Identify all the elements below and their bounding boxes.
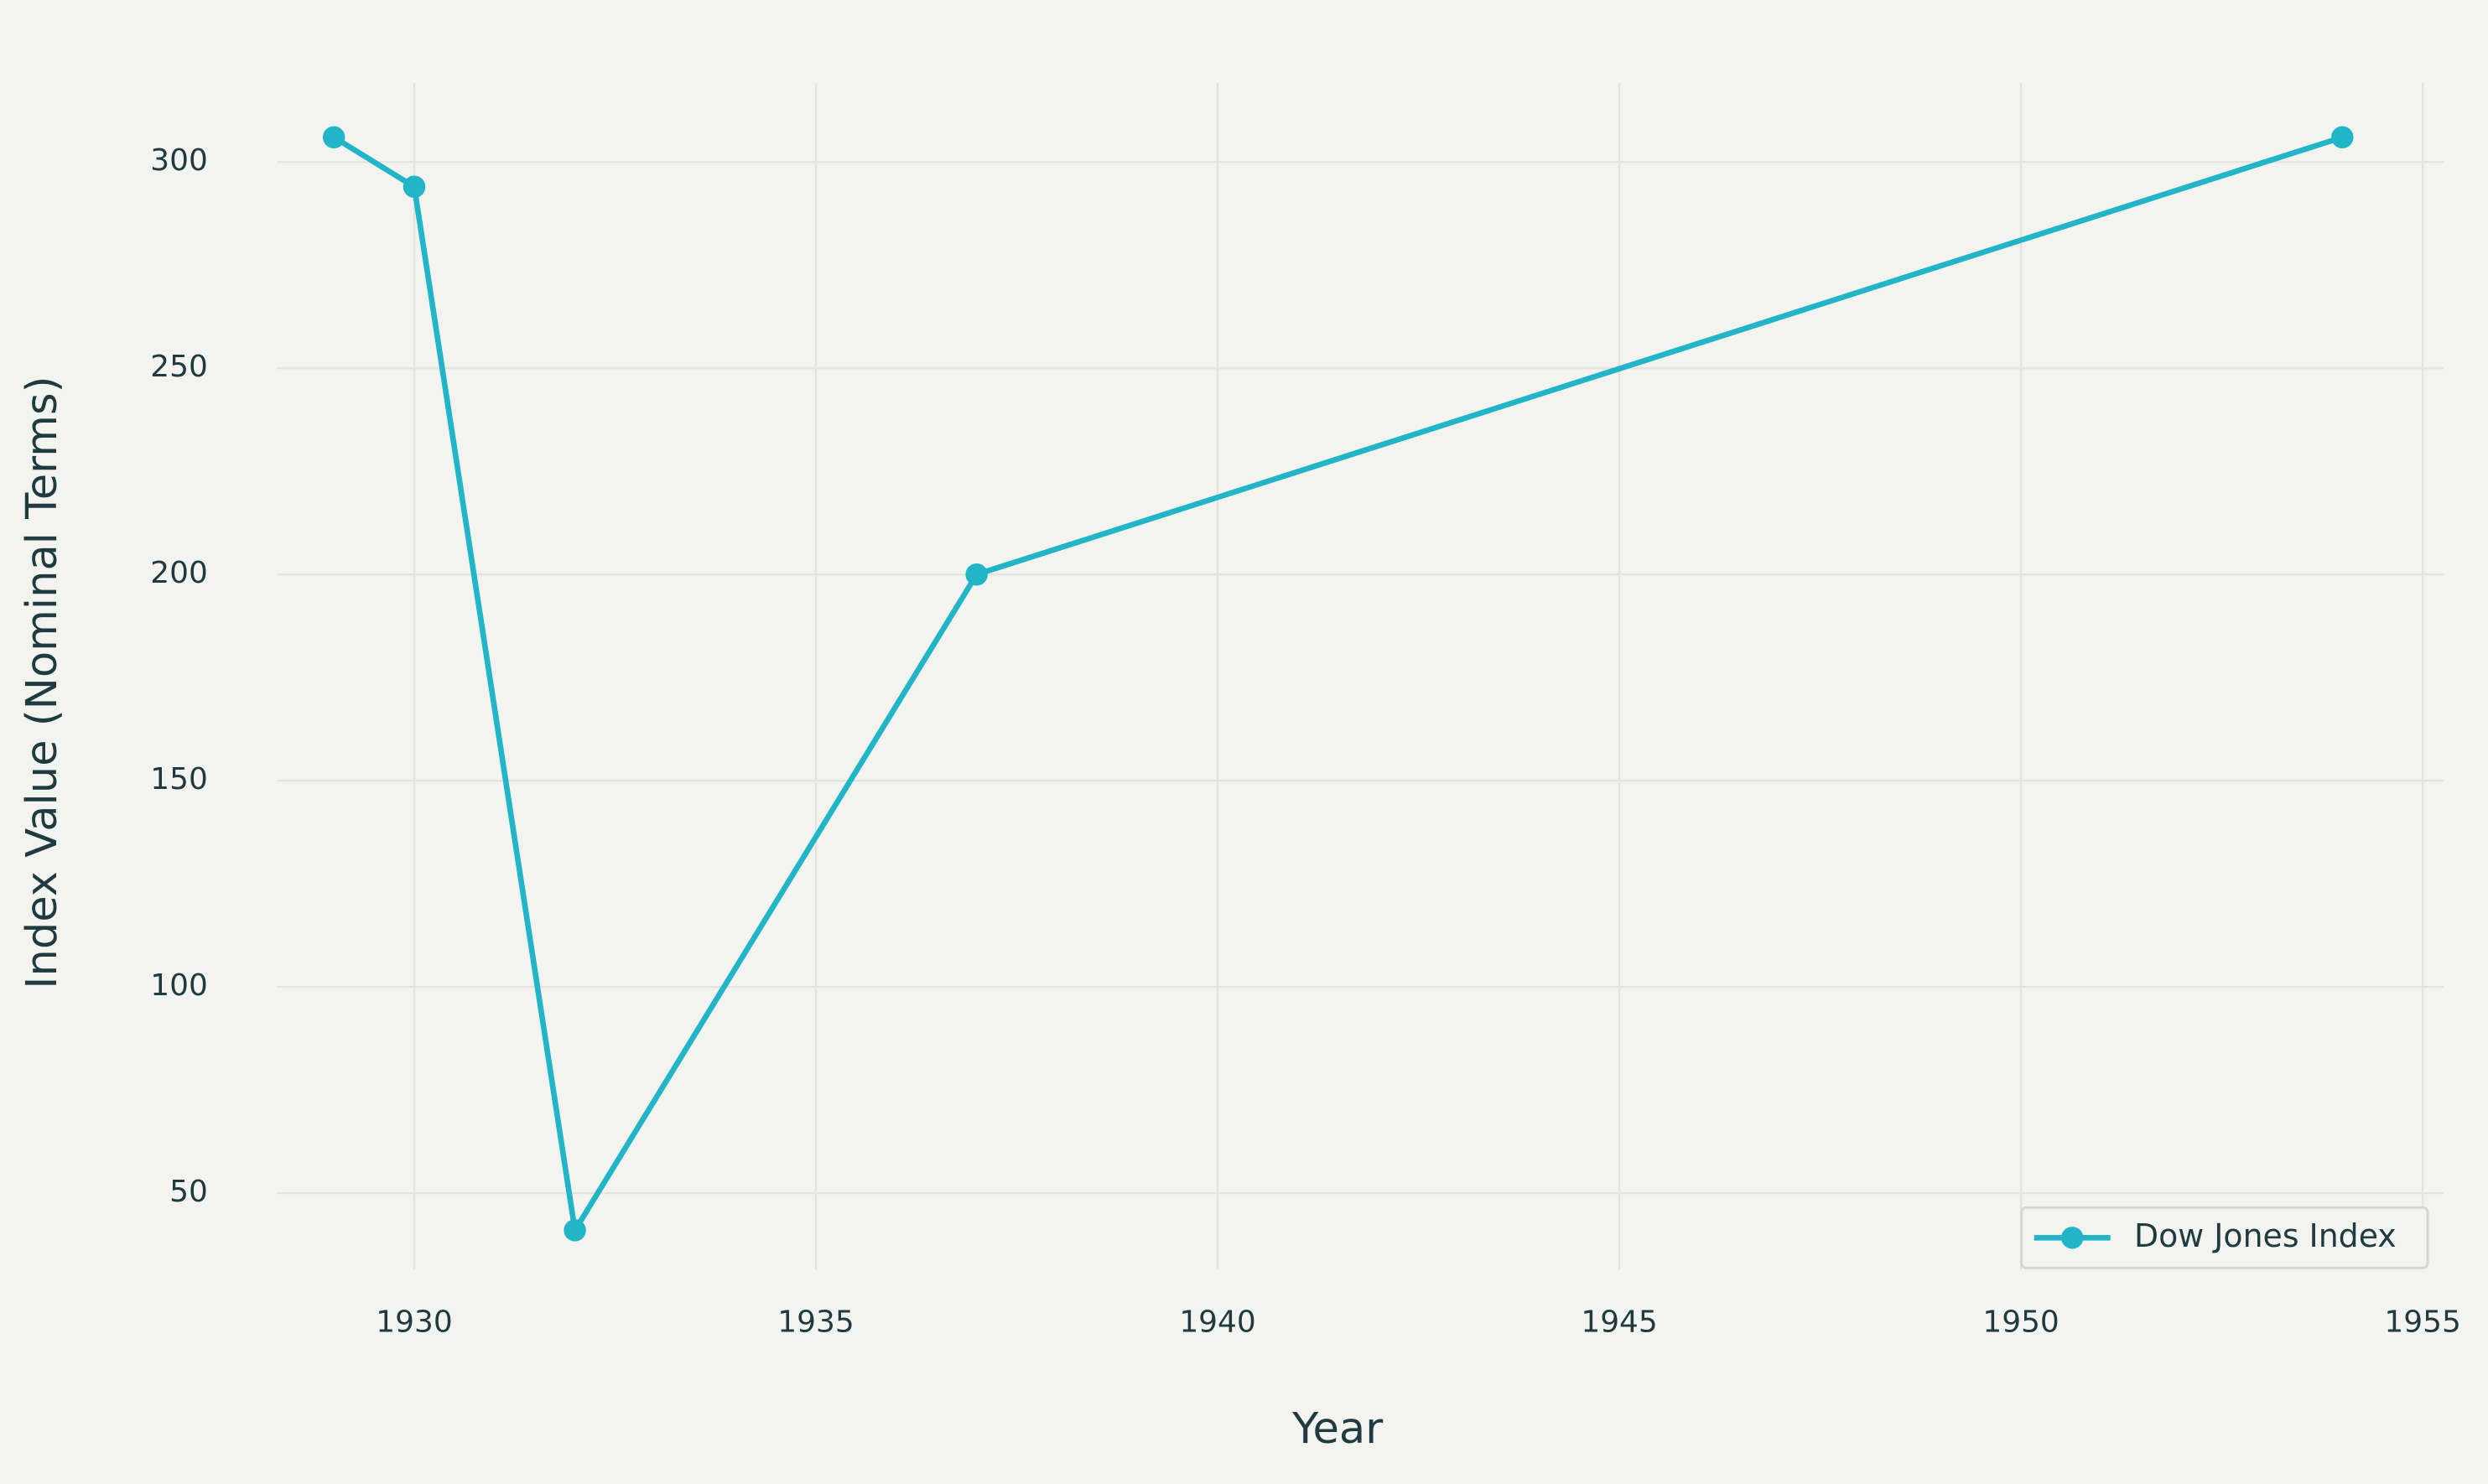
y-tick-label: 100 [150,968,208,1003]
x-tick-label: 1950 [1982,1305,2059,1339]
x-tick-label: 1955 [2384,1305,2460,1339]
y-axis-title: Index Value (Nominal Terms) [18,376,67,988]
data-point [322,126,345,148]
data-point [403,175,426,199]
data-point [965,563,988,586]
y-tick-label: 250 [150,350,208,384]
y-tick-label: 150 [150,762,208,796]
x-tick-label: 1940 [1179,1305,1255,1339]
legend-marker [2060,1227,2084,1249]
grid [278,82,2444,1270]
x-tick-label: 1935 [777,1305,854,1339]
y-tick-label: 300 [150,143,208,178]
legend-label: Dow Jones Index [2134,1217,2397,1254]
data-point [2331,126,2354,148]
x-axis-title: Year [1291,1404,1383,1454]
y-tick-label: 50 [169,1175,208,1209]
legend-box [2020,1206,2429,1269]
data-point [564,1219,586,1242]
x-tick-label: 1930 [376,1305,452,1339]
x-tick-label: 1945 [1581,1305,1657,1339]
y-tick-label: 200 [150,556,208,590]
